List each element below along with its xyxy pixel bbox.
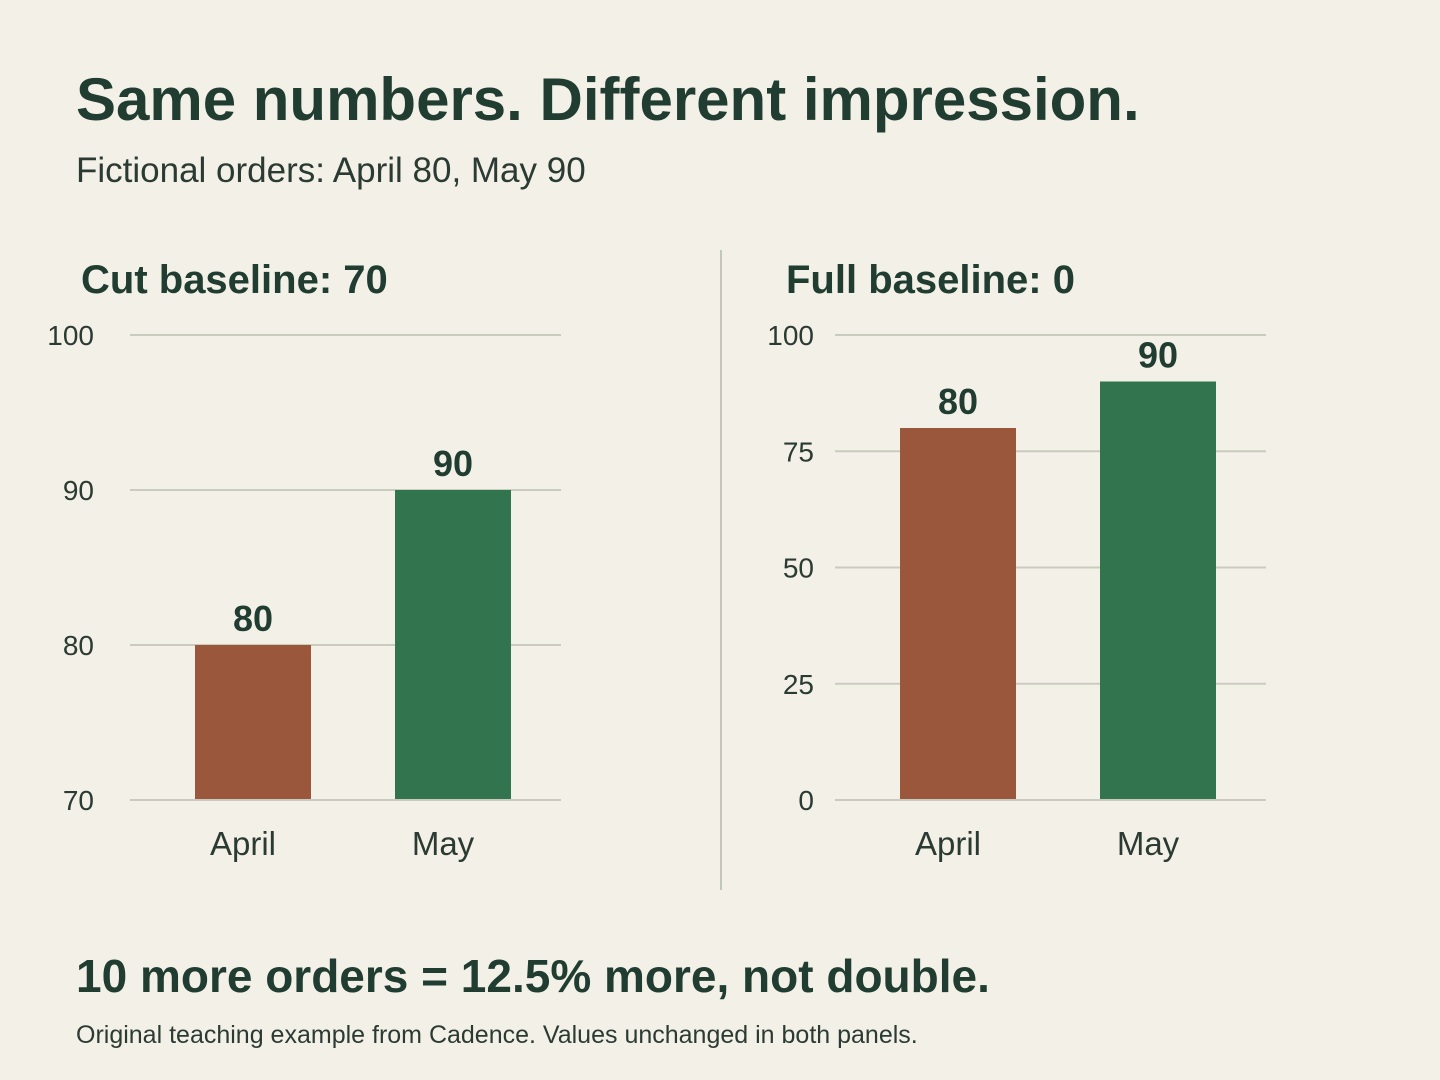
category-label-may: May bbox=[412, 825, 475, 862]
panel-title-full-baseline: Full baseline: 0 bbox=[786, 258, 1075, 302]
y-tick-label: 75 bbox=[783, 436, 814, 467]
takeaway-text: 10 more orders = 12.5% more, not double. bbox=[76, 950, 990, 1002]
y-tick-label: 80 bbox=[63, 630, 94, 661]
y-tick-label: 70 bbox=[63, 785, 94, 816]
bar-april bbox=[195, 645, 311, 800]
panel-title-cut-baseline: Cut baseline: 70 bbox=[81, 258, 388, 302]
page-subtitle: Fictional orders: April 80, May 90 bbox=[76, 151, 586, 190]
bars bbox=[835, 381, 1266, 801]
y-tick-label: 0 bbox=[798, 785, 814, 816]
y-tick-label: 90 bbox=[63, 475, 94, 506]
value-label-april: 80 bbox=[233, 598, 273, 639]
footnote-text: Original teaching example from Cadence. … bbox=[76, 1021, 918, 1049]
category-label-april: April bbox=[915, 825, 981, 862]
value-label-may: 90 bbox=[1138, 335, 1178, 376]
value-label-may: 90 bbox=[433, 443, 473, 484]
value-label-april: 80 bbox=[938, 381, 978, 422]
y-tick-label: 25 bbox=[783, 669, 814, 700]
category-label-april: April bbox=[210, 825, 276, 862]
labels: 0 25 50 75 100 80 April 90 May bbox=[767, 320, 1179, 862]
y-tick-label: 100 bbox=[767, 320, 814, 351]
bar-april bbox=[900, 428, 1016, 800]
bar-may bbox=[1100, 381, 1216, 800]
bars bbox=[130, 490, 561, 801]
category-label-may: May bbox=[1117, 825, 1180, 862]
y-tick-label: 100 bbox=[47, 320, 94, 351]
bar-may bbox=[395, 490, 511, 800]
chart-panel-cut-baseline: Cut baseline: 70 70 80 90 100 80 April 90 May bbox=[47, 258, 561, 862]
chart-panel-full-baseline: Full baseline: 0 0 25 50 75 100 80 April 90 May bbox=[767, 258, 1266, 862]
page-title: Same numbers. Different impression. bbox=[76, 66, 1140, 133]
y-tick-label: 50 bbox=[783, 553, 814, 584]
labels: 70 80 90 100 80 April 90 May bbox=[47, 320, 474, 862]
